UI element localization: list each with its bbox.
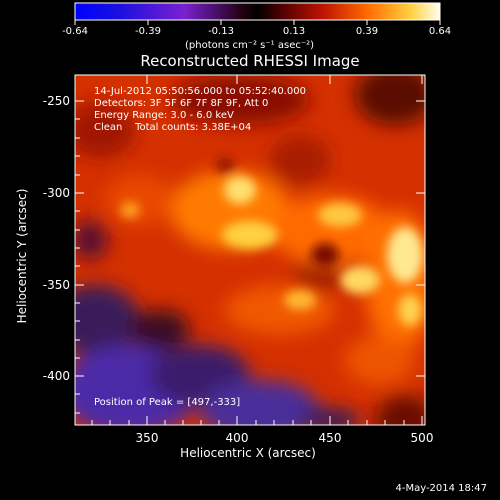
colorbar-tick-label: 0.13 bbox=[282, 26, 306, 37]
plot-title: Reconstructed RHESSI Image bbox=[140, 52, 360, 70]
colorbar-tick-label: -0.13 bbox=[208, 26, 234, 37]
colorbar-tick-label: 0.64 bbox=[428, 26, 452, 37]
x-axis-label: Heliocentric X (arcsec) bbox=[180, 446, 316, 460]
colorbar-ticks bbox=[74, 20, 441, 25]
x-tick-label: 400 bbox=[225, 431, 249, 445]
y-axis-label: Heliocentric Y (arcsec) bbox=[15, 188, 29, 324]
x-tick-label: 500 bbox=[410, 431, 434, 445]
timestamp: 4-May-2014 18:47 bbox=[395, 483, 487, 494]
colorbar-tick-label: -0.39 bbox=[135, 26, 161, 37]
annotation-clean-counts: Clean Total counts: 3.38E+04 bbox=[94, 122, 252, 133]
annotation-detectors: Detectors: 3F 5F 6F 7F 8F 9F, Att 0 bbox=[94, 98, 269, 109]
rhessi-image bbox=[75, 75, 425, 425]
colorbar-units: (photons cm⁻² s⁻¹ asec⁻²) bbox=[185, 40, 315, 51]
y-tick-label: -250 bbox=[42, 94, 70, 108]
x-tick-label: 450 bbox=[318, 431, 342, 445]
annotation-energy-range: Energy Range: 3.0 - 6.0 keV bbox=[94, 110, 234, 121]
colorbar-tick-label: -0.64 bbox=[62, 26, 88, 37]
colorbar-tick-label: 0.39 bbox=[355, 26, 379, 37]
colorbar bbox=[74, 2, 441, 25]
y-tick-label: -350 bbox=[42, 278, 70, 292]
y-tick-label: -400 bbox=[42, 369, 70, 383]
peak-position: Position of Peak = [497,-333] bbox=[94, 397, 241, 408]
plot-axes bbox=[74, 74, 426, 426]
colorbar-gradient bbox=[74, 2, 441, 21]
annotation-time-range: 14-Jul-2012 05:50:56.000 to 05:52:40.000 bbox=[94, 86, 306, 97]
y-tick-label: -300 bbox=[42, 186, 70, 200]
x-tick-label: 350 bbox=[135, 431, 159, 445]
